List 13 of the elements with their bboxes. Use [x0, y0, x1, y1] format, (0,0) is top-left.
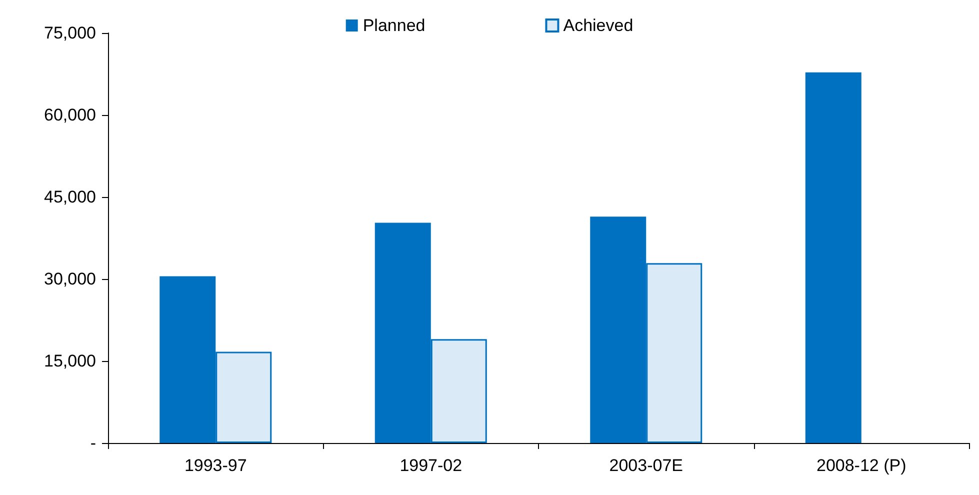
- legend-label: Achieved: [563, 16, 634, 35]
- y-tick-label: 30,000: [44, 270, 96, 288]
- x-tick-label: 2003-07E: [609, 456, 683, 475]
- y-tick-label: -: [90, 434, 96, 452]
- y-tick-label: 60,000: [44, 106, 96, 124]
- y-tick-label: 75,000: [44, 24, 96, 42]
- bar: [805, 72, 862, 443]
- x-tick-label: 1997-02: [400, 456, 462, 475]
- x-tick-label: 1993-97: [184, 456, 247, 475]
- y-tick-label: 45,000: [44, 188, 96, 206]
- y-tick-label: 15,000: [44, 352, 96, 370]
- legend-label: Planned: [362, 16, 426, 35]
- x-tick-label: 2008-12 (P): [816, 456, 906, 475]
